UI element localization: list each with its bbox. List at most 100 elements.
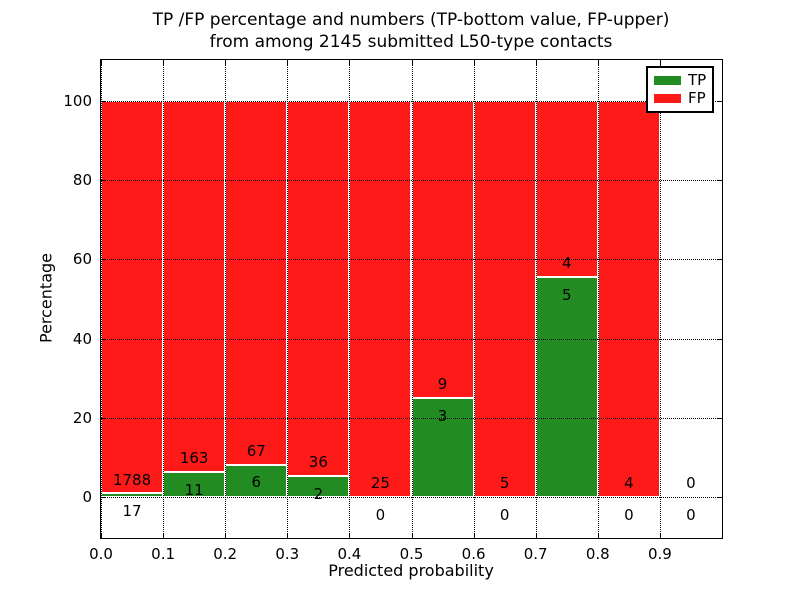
y-tick-label: 60 xyxy=(72,250,92,269)
fp-bar xyxy=(597,100,660,498)
x-gridline xyxy=(163,60,165,538)
x-tick-mark xyxy=(473,533,475,538)
chart-title-line2: from among 2145 submitted L50-type conta… xyxy=(209,32,613,52)
tp-count-label: 0 xyxy=(499,506,510,524)
fp-bar xyxy=(225,100,288,465)
y-gridline xyxy=(101,338,722,340)
x-tick-mark xyxy=(101,533,102,538)
x-tick-mark xyxy=(287,60,289,65)
y-tick-mark xyxy=(101,259,106,261)
legend-entry-fp: FP xyxy=(654,91,706,106)
y-tick-mark xyxy=(101,417,106,419)
chart-title: TP /FP percentage and numbers (TP-bottom… xyxy=(100,9,722,53)
fp-count-label: 25 xyxy=(370,474,390,493)
x-gridline xyxy=(225,60,227,538)
y-tick-mark xyxy=(717,100,722,102)
fp-bar xyxy=(473,100,536,498)
x-tick-label: 0.7 xyxy=(523,545,548,563)
plot-area: 1788 17 163 11 67 6 36 2 25 0 9 3 5 0 4 5 4 0 0 0 xyxy=(100,59,723,539)
y-tick-mark xyxy=(101,338,106,340)
y-tick-mark xyxy=(717,338,722,340)
tp-bar xyxy=(225,464,288,498)
tp-count-label: 5 xyxy=(561,285,572,304)
x-tick-mark xyxy=(163,60,165,65)
x-gridline xyxy=(101,60,102,538)
tp-count-label: 6 xyxy=(251,473,262,492)
y-tick-mark xyxy=(717,497,722,499)
y-gridline xyxy=(101,100,722,102)
x-tick-mark xyxy=(163,533,165,538)
chart-title-line1: TP /FP percentage and numbers (TP-bottom… xyxy=(152,10,670,30)
x-gridline xyxy=(287,60,289,538)
x-gridline xyxy=(411,60,413,538)
y-tick-mark xyxy=(101,180,106,182)
y-gridline xyxy=(101,180,722,182)
x-tick-mark xyxy=(225,533,227,538)
x-tick-mark xyxy=(473,60,475,65)
legend-label-tp: TP xyxy=(688,70,707,89)
fp-count-label: 0 xyxy=(686,474,696,493)
tp-count-label: 3 xyxy=(437,406,448,425)
y-tick-mark xyxy=(717,259,722,261)
y-tick-label: 100 xyxy=(63,91,92,110)
x-gridline xyxy=(659,60,661,538)
fp-count-label: 9 xyxy=(437,375,448,394)
y-tick-mark xyxy=(101,100,106,102)
x-tick-label: 0.4 xyxy=(337,545,362,563)
fp-bar xyxy=(101,100,164,494)
x-tick-mark xyxy=(535,533,537,538)
x-tick-label: 0.1 xyxy=(151,545,176,563)
x-axis-label: Predicted probability xyxy=(328,561,494,580)
y-tick-mark xyxy=(717,180,722,182)
x-tick-mark xyxy=(659,60,661,65)
tp-count-label: 11 xyxy=(184,480,204,499)
tp-count-label: 2 xyxy=(313,485,324,504)
tp-count-label: 17 xyxy=(122,502,142,521)
y-gridline xyxy=(101,259,722,261)
fp-bar xyxy=(287,100,350,477)
x-gridline xyxy=(473,60,475,538)
tp-count-label: 0 xyxy=(686,506,696,524)
x-tick-mark xyxy=(411,533,413,538)
fp-count-label: 1788 xyxy=(112,470,152,489)
fp-count-label: 4 xyxy=(624,474,634,493)
x-gridline xyxy=(535,60,537,538)
y-gridline xyxy=(101,497,722,499)
x-tick-mark xyxy=(535,60,537,65)
x-tick-mark xyxy=(349,60,351,65)
x-tick-mark xyxy=(659,533,661,538)
fp-count-label: 5 xyxy=(499,474,510,493)
legend-entry-tp: TP xyxy=(654,70,707,89)
x-tick-label: 0.2 xyxy=(213,545,238,563)
x-gridline xyxy=(597,60,599,538)
fp-count-label: 4 xyxy=(561,254,572,273)
tp-bar xyxy=(535,276,598,498)
x-tick-mark xyxy=(287,533,289,538)
x-tick-label: 0.5 xyxy=(399,545,424,563)
x-tick-mark xyxy=(225,60,227,65)
tp-count-label: 0 xyxy=(375,506,386,524)
y-tick-label: 0 xyxy=(82,488,92,507)
legend-label-fp: FP xyxy=(688,89,706,108)
tp-bar xyxy=(411,398,474,498)
y-tick-label: 20 xyxy=(72,408,92,427)
x-tick-mark xyxy=(597,60,599,65)
fp-swatch-icon xyxy=(654,94,681,104)
x-tick-mark xyxy=(349,533,351,538)
tp-bar xyxy=(163,472,226,498)
y-tick-mark xyxy=(717,417,722,419)
y-tick-label: 40 xyxy=(72,329,92,348)
fp-count-label: 163 xyxy=(179,449,209,468)
x-tick-label: 0.0 xyxy=(89,545,113,563)
fp-bar xyxy=(535,100,598,277)
x-tick-mark xyxy=(597,533,599,538)
x-tick-mark xyxy=(101,60,102,65)
fp-count-label: 36 xyxy=(308,453,328,472)
fp-bar xyxy=(163,100,226,473)
y-gridline xyxy=(101,417,722,419)
fp-bar xyxy=(411,100,474,399)
x-tick-label: 0.8 xyxy=(585,545,610,563)
y-tick-label: 80 xyxy=(72,171,92,190)
tp-count-label: 0 xyxy=(624,506,634,524)
